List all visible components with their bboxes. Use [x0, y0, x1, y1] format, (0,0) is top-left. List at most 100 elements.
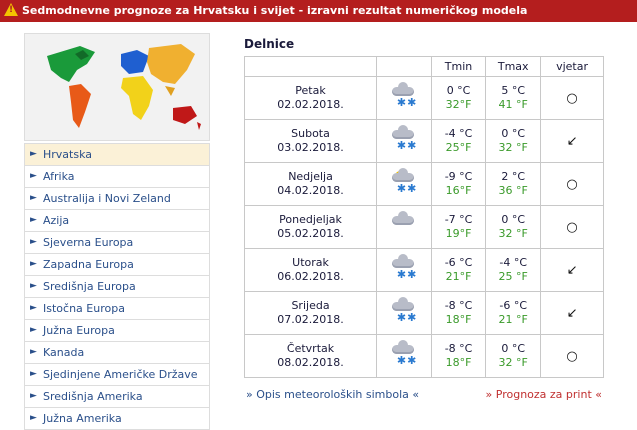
- tmax-fahrenheit: 36 °F: [498, 184, 528, 197]
- day-name: Srijeda: [291, 299, 330, 312]
- symbols-link[interactable]: » Opis meteoroloških simbola «: [246, 388, 420, 401]
- col-tmin: Tmin: [430, 56, 487, 77]
- sun-snow-icon: ✱✱: [391, 167, 418, 195]
- region-nav: ► Hrvatska ► Afrika ► Australija i Novi Zelan…: [24, 143, 210, 430]
- nav-item[interactable]: ► Hrvatska: [24, 144, 210, 166]
- weather-icon-cell: [376, 205, 432, 249]
- nav-item-label: Središnja Europa: [43, 280, 136, 293]
- cloud-shape: [391, 253, 414, 268]
- arrow-right-icon: ►: [30, 237, 37, 247]
- arrow-right-icon: ►: [30, 149, 37, 159]
- arrow-right-icon: ►: [30, 171, 37, 181]
- snow-cloud-icon: ✱✱: [391, 296, 418, 324]
- print-link[interactable]: » Prognoza za print «: [485, 388, 602, 401]
- nav-item-label: Azija: [43, 214, 70, 227]
- forecast-row: Petak 02.02.2018. ✱✱ 0 °C 32°F 5 °C 41 °F ○: [243, 76, 604, 120]
- tmin-cell: -8 °C 18°F: [430, 334, 487, 378]
- nav-item[interactable]: ► Središnja Amerika: [24, 386, 210, 408]
- nav-item[interactable]: ► Sjeverna Europa: [24, 232, 210, 254]
- nav-item[interactable]: ► Zapadna Europa: [24, 254, 210, 276]
- forecast-panel: Delnice Tmin Tmax vjetar Petak 02.02.2018…: [243, 37, 604, 402]
- wind-cell: ○: [540, 205, 604, 249]
- tmin-celsius: 0 °C: [446, 84, 471, 97]
- wind-direction-icon: ↙: [566, 262, 578, 278]
- wind-cell: ↙: [540, 291, 604, 335]
- wind-direction-icon: ○: [566, 176, 578, 192]
- page-title: Sedmodnevne prognoze za Hrvatsku i svije…: [22, 4, 528, 17]
- nav-item[interactable]: ► Azija: [24, 210, 210, 232]
- cloud-shape: [391, 210, 414, 225]
- forecast-row: Nedjelja 04.02.2018. ✱✱ -9 °C 16°F 2 °C 36 °F ○: [243, 162, 604, 206]
- tmax-celsius: 0 °C: [501, 213, 526, 226]
- tmin-celsius: -8 °C: [444, 342, 473, 355]
- day-name: Utorak: [292, 256, 329, 269]
- warning-icon: [4, 3, 18, 16]
- wind-direction-icon: ↙: [566, 305, 578, 321]
- day-cell: Nedjelja 04.02.2018.: [243, 162, 378, 206]
- arrow-right-icon: ►: [30, 215, 37, 225]
- nav-item[interactable]: ► Južna Europa: [24, 320, 210, 342]
- snowflake-glyphs: ✱✱: [396, 181, 418, 195]
- nav-item[interactable]: ► Australija i Novi Zeland: [24, 188, 210, 210]
- day-cell: Srijeda 07.02.2018.: [243, 291, 378, 335]
- arrow-right-icon: ►: [30, 193, 37, 203]
- tmax-fahrenheit: 32 °F: [498, 356, 528, 369]
- tmin-celsius: -6 °C: [444, 256, 473, 269]
- cloud-shape: [391, 167, 414, 182]
- snowflake-glyphs: ✱✱: [396, 267, 418, 281]
- cloud-shape: [391, 81, 414, 96]
- nav-item-label: Australija i Novi Zeland: [43, 192, 171, 205]
- snow-cloud-icon: ✱✱: [391, 124, 417, 152]
- tmin-celsius: -4 °C: [444, 127, 473, 140]
- tmin-fahrenheit: 25°F: [445, 141, 472, 154]
- tmax-fahrenheit: 21 °F: [498, 313, 528, 326]
- tmin-fahrenheit: 32°F: [445, 98, 472, 111]
- day-date: 03.02.2018.: [277, 141, 344, 154]
- nav-item[interactable]: ► Afrika: [24, 166, 210, 188]
- day-cell: Četvrtak 08.02.2018.: [243, 334, 378, 378]
- forecast-row: Subota 03.02.2018. ✱✱ -4 °C 25°F 0 °C 32 °F ↙: [243, 119, 604, 163]
- nav-item[interactable]: ► Sjedinjene Američke Države: [24, 364, 210, 386]
- forecast-row: Srijeda 07.02.2018. ✱✱ -8 °C 18°F -6 °C 21 °F ↙: [243, 291, 604, 335]
- col-wind: vjetar: [540, 56, 604, 77]
- nav-item[interactable]: ► Istočna Europa: [24, 298, 210, 320]
- tmax-cell: 0 °C 32 °F: [485, 334, 542, 378]
- world-map[interactable]: [24, 33, 210, 141]
- tmin-fahrenheit: 18°F: [445, 356, 472, 369]
- tmax-cell: -4 °C 25 °F: [485, 248, 542, 292]
- nav-item-label: Istočna Europa: [43, 302, 125, 315]
- day-date: 08.02.2018.: [277, 356, 344, 369]
- tmax-cell: 2 °C 36 °F: [485, 162, 542, 206]
- cloud-shape: [391, 124, 414, 139]
- arrow-right-icon: ►: [30, 281, 37, 291]
- snow-cloud-icon: ✱✱: [391, 253, 418, 281]
- tmin-cell: -4 °C 25°F: [430, 119, 487, 163]
- cloud-icon: [391, 210, 417, 238]
- tmax-fahrenheit: 32 °F: [498, 227, 528, 240]
- tmin-cell: 0 °C 32°F: [430, 76, 487, 120]
- snow-cloud-icon: ✱✱: [391, 339, 417, 367]
- arrow-right-icon: ►: [30, 303, 37, 313]
- day-cell: Utorak 06.02.2018.: [243, 248, 378, 292]
- day-date: 04.02.2018.: [277, 184, 344, 197]
- weather-icon-cell: ✱✱: [376, 119, 432, 163]
- tmax-celsius: 0 °C: [501, 127, 526, 140]
- tmax-cell: -6 °C 21 °F: [485, 291, 542, 335]
- day-name: Ponedjeljak: [279, 213, 342, 226]
- nav-item[interactable]: ► Kanada: [24, 342, 210, 364]
- world-map-icon: [47, 44, 201, 130]
- tmin-cell: -8 °C 18°F: [430, 291, 487, 335]
- footer-links: » Opis meteoroloških simbola « » Prognoz…: [244, 388, 604, 402]
- nav-item-label: Afrika: [43, 170, 75, 183]
- snowflake-glyphs: ✱✱: [396, 310, 418, 324]
- snowflake-glyphs: ✱✱: [396, 95, 418, 109]
- tmin-fahrenheit: 19°F: [445, 227, 472, 240]
- table-header-row: Tmin Tmax vjetar: [243, 56, 604, 77]
- forecast-row: Utorak 06.02.2018. ✱✱ -6 °C 21°F -4 °C 25 °F ↙: [243, 248, 604, 292]
- nav-item-label: Središnja Amerika: [43, 390, 143, 403]
- nav-item[interactable]: ► Središnja Europa: [24, 276, 210, 298]
- weather-icon-cell: ✱✱: [376, 248, 432, 292]
- weather-icon-cell: ✱✱: [376, 162, 432, 206]
- tmin-fahrenheit: 21°F: [445, 270, 472, 283]
- arrow-right-icon: ►: [30, 347, 37, 357]
